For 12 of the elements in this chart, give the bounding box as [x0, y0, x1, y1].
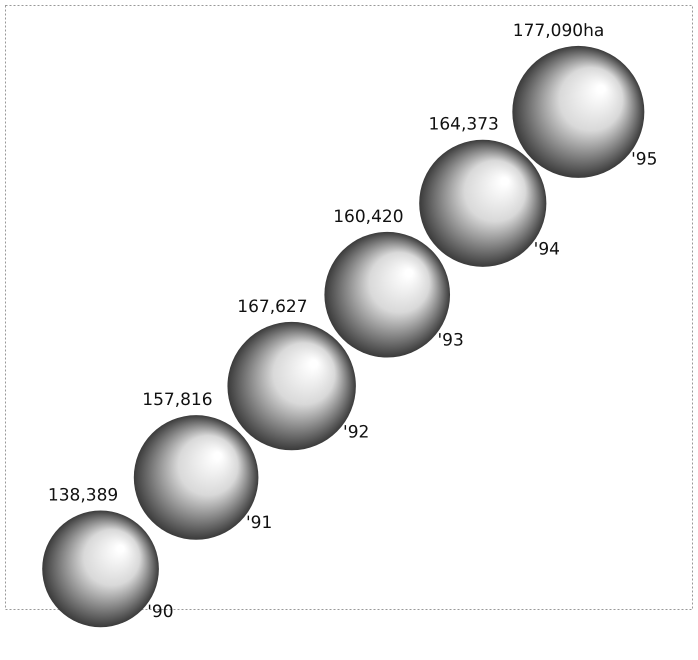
category-label: '90: [147, 602, 174, 622]
data-label: 167,627: [237, 296, 308, 317]
category-label: '91: [246, 512, 272, 533]
category-label: '93: [437, 330, 464, 350]
data-label: 157,816: [142, 390, 213, 410]
category-label: '94: [534, 239, 560, 260]
data-label: 177,090ha: [512, 20, 604, 41]
category-label: '95: [631, 149, 658, 170]
category-label: '92: [343, 422, 370, 443]
data-label: 160,420: [333, 206, 404, 227]
data-label: 138,389: [48, 485, 118, 506]
data-label: 164,373: [428, 114, 499, 135]
